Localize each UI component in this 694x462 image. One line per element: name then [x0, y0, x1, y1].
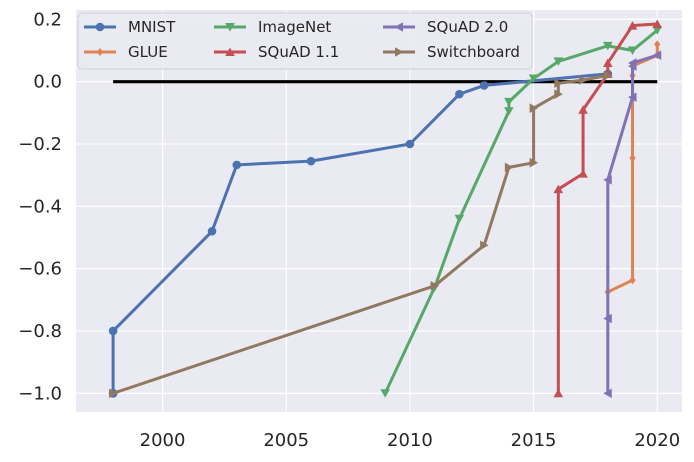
- data-point-switchboard: [109, 388, 118, 399]
- tick-labels: 2000 2005 2010 2015 2020 −1.0 −0.8 −0.6 −0.4 −0.2…: [18, 9, 680, 451]
- data-point-imagenet: [627, 46, 638, 56]
- y-tick-label: −0.6: [18, 259, 62, 280]
- data-point-mnist: [479, 81, 489, 90]
- legend-label-glue: GLUE: [128, 43, 168, 61]
- data-point-switchboard: [480, 240, 489, 251]
- data-point-squad-1-1: [553, 184, 564, 194]
- legend-box: [77, 12, 533, 70]
- x-tick-label: 2005: [263, 430, 309, 451]
- data-point-glue: [654, 40, 661, 49]
- x-tick-label: 2020: [634, 430, 680, 451]
- series-line-switchboard: [112, 73, 609, 395]
- data-point-imagenet: [454, 214, 465, 224]
- data-point-switchboard: [579, 75, 588, 85]
- data-point-glue: [629, 276, 636, 285]
- y-tick-label: 0.0: [33, 72, 62, 93]
- data-point-squad-2-0: [652, 50, 662, 60]
- data-point-mnist: [306, 156, 316, 166]
- data-point-squad-1-1: [602, 58, 613, 67]
- data-point-imagenet: [553, 57, 564, 66]
- legend-marker-squad-1-1: [225, 47, 235, 56]
- legend-marker-switchboard: [395, 47, 404, 57]
- data-point-switchboard: [504, 162, 514, 173]
- legend-label-squad-2-0: SQuAD 2.0: [427, 18, 508, 36]
- data-point-imagenet: [504, 97, 514, 107]
- series-line-squad-1-1: [556, 22, 658, 394]
- data-point-switchboard: [529, 103, 539, 113]
- x-tick-label: 2000: [140, 430, 186, 451]
- data-point-squad-2-0: [603, 388, 612, 399]
- data-point-squad-2-0: [628, 58, 637, 68]
- y-tick-label: −0.2: [18, 134, 62, 155]
- data-point-switchboard: [430, 280, 440, 291]
- data-point-squad-1-1: [652, 19, 663, 29]
- data-point-switchboard: [529, 157, 539, 168]
- data-point-squad-2-0: [603, 175, 612, 185]
- legend-label-switchboard: Switchboard: [427, 43, 520, 61]
- legend-marker-squad-2-0: [394, 22, 403, 32]
- data-point-mnist: [455, 89, 464, 99]
- data-point-squad-1-1: [578, 105, 588, 114]
- legend-label-mnist: MNIST: [128, 18, 176, 36]
- data-point-mnist: [405, 139, 415, 149]
- data-point-imagenet: [380, 389, 390, 398]
- plot-background: [76, 10, 682, 412]
- data-point-squad-1-1: [553, 388, 564, 398]
- legend-marker-mnist: [95, 22, 105, 32]
- legend-marker-imagenet: [225, 23, 235, 32]
- data-point-squad-2-0: [603, 313, 612, 324]
- data-point-glue: [629, 154, 636, 163]
- legend-label-imagenet: ImageNet: [258, 18, 331, 36]
- y-tick-label: −0.8: [18, 321, 62, 342]
- data-point-squad-1-1: [578, 169, 588, 178]
- data-point-mnist: [108, 326, 118, 336]
- y-tick-label: 0.2: [33, 9, 62, 30]
- data-point-switchboard: [554, 89, 563, 99]
- series-line-imagenet: [383, 29, 659, 394]
- series-squad-2-0: [603, 50, 662, 399]
- data-point-squad-2-0: [628, 92, 637, 103]
- data-point-switchboard: [603, 70, 613, 81]
- x-tick-label: 2010: [387, 430, 433, 451]
- data-point-imagenet: [528, 74, 539, 84]
- data-point-imagenet: [652, 26, 663, 35]
- x-tick-label: 2015: [511, 430, 557, 451]
- legend: MNIST GLUE ImageNet SQuAD 1.1 SQuAD 2.0 Switc…: [77, 12, 533, 70]
- data-point-mnist: [232, 160, 242, 170]
- data-point-squad-1-1: [627, 21, 638, 30]
- y-tick-label: −1.0: [18, 383, 62, 404]
- y-tick-label: −0.4: [18, 196, 62, 217]
- data-point-switchboard: [554, 78, 563, 89]
- legend-label-squad-1-1: SQuAD 1.1: [258, 43, 339, 61]
- series-switchboard: [109, 70, 613, 399]
- data-point-imagenet: [602, 41, 613, 51]
- legend-marker-glue: [96, 48, 104, 56]
- series-layer: [108, 19, 663, 399]
- data-point-mnist: [207, 226, 217, 236]
- data-point-imagenet: [504, 107, 514, 116]
- series-imagenet: [380, 26, 663, 398]
